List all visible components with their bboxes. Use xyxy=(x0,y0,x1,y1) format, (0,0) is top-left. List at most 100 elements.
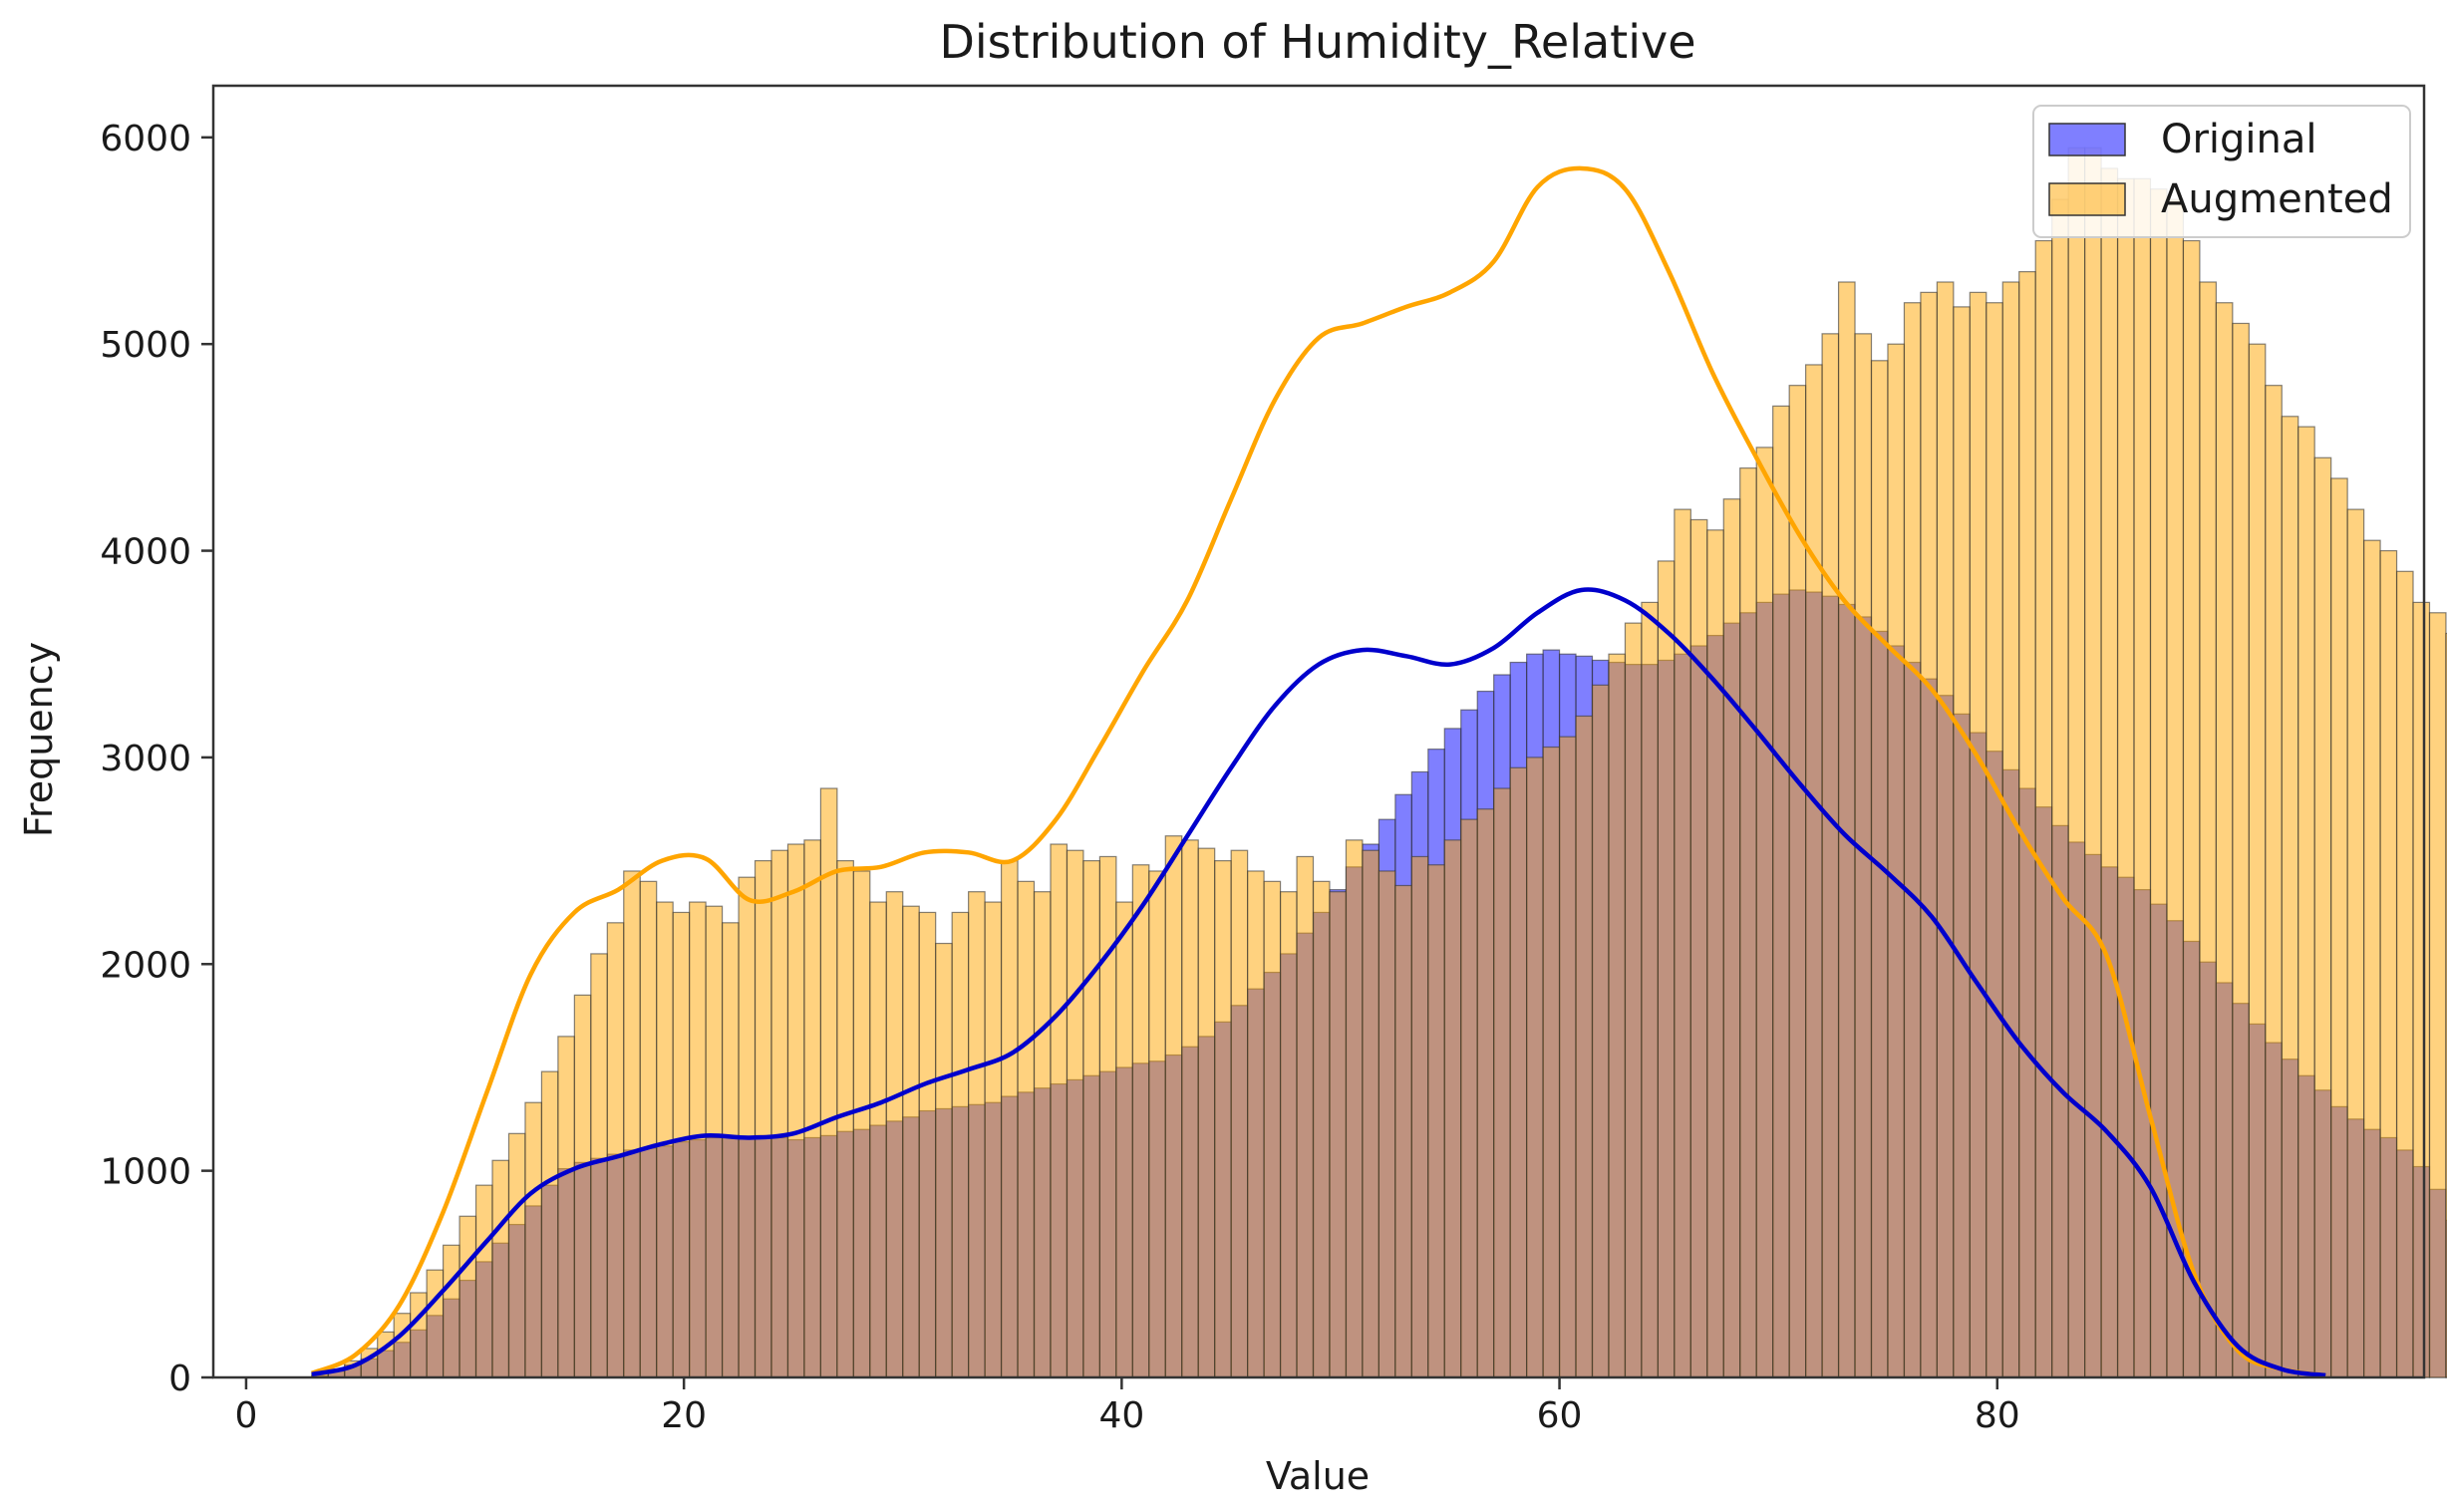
augmented-bar xyxy=(689,901,707,1378)
augmented-bar xyxy=(1722,498,1741,1378)
augmented-bar xyxy=(869,901,887,1378)
x-tick-label: 20 xyxy=(661,1395,707,1436)
augmented-bar xyxy=(557,1036,575,1378)
augmented-bar xyxy=(2215,302,2234,1378)
augmented-bar xyxy=(1296,855,1315,1378)
x-tick-label: 60 xyxy=(1537,1395,1583,1436)
augmented-bar xyxy=(1887,343,1906,1378)
augmented-bar xyxy=(2297,426,2315,1378)
y-tick-label: 3000 xyxy=(100,739,191,779)
augmented-bar xyxy=(1772,405,1790,1378)
augmented-bar xyxy=(507,1132,526,1378)
augmented-bar xyxy=(1558,736,1577,1378)
augmented-bar xyxy=(1493,787,1511,1378)
augmented-bar xyxy=(2067,147,2086,1378)
augmented-bar xyxy=(1263,880,1282,1378)
augmented-bar xyxy=(1821,333,1840,1378)
augmented-bar xyxy=(2265,385,2283,1378)
augmented-bar xyxy=(951,911,970,1378)
augmented-bar xyxy=(2034,239,2053,1378)
augmented-bar xyxy=(1509,766,1528,1378)
augmented-bar xyxy=(1689,518,1708,1378)
augmented-bar xyxy=(1230,849,1249,1378)
augmented-bar xyxy=(459,1215,477,1378)
original-kde-line xyxy=(311,587,2326,1378)
legend-label-augmented: Augmented xyxy=(2161,176,2393,222)
augmented-bar xyxy=(672,911,691,1378)
augmented-bar xyxy=(2166,198,2185,1378)
legend-swatch-original xyxy=(2048,123,2126,156)
augmented-bar xyxy=(623,870,641,1378)
y-tick-label: 1000 xyxy=(100,1152,191,1193)
augmented-bar xyxy=(1920,291,1938,1378)
augmented-bar xyxy=(738,876,757,1378)
augmented-bar xyxy=(1443,839,1462,1378)
x-tick-label: 40 xyxy=(1098,1395,1144,1436)
augmented-bar xyxy=(1377,870,1396,1378)
augmented-bar xyxy=(1476,808,1495,1378)
augmented-bar xyxy=(426,1269,445,1378)
augmented-bar xyxy=(1066,849,1084,1378)
augmented-bar xyxy=(1017,880,1036,1378)
augmented-bar xyxy=(754,859,772,1378)
x-tick-label: 80 xyxy=(1975,1395,2020,1436)
augmented-bar xyxy=(2199,281,2217,1378)
augmented-bar xyxy=(968,891,986,1378)
augmented-bar xyxy=(1575,715,1594,1378)
augmented-bar xyxy=(1641,601,1659,1378)
augmented-bar xyxy=(1969,291,1988,1378)
augmented-bar xyxy=(770,849,789,1378)
augmented-bar xyxy=(1657,560,1676,1378)
augmented-kde-line xyxy=(310,165,2326,1378)
augmented-bar xyxy=(1247,870,1265,1378)
augmented-bar xyxy=(2051,198,2069,1378)
augmented-bar xyxy=(2379,549,2398,1378)
augmented-bar xyxy=(393,1313,412,1378)
augmented-bar xyxy=(1903,302,1922,1378)
y-tick-label: 2000 xyxy=(100,945,191,986)
augmented-bar xyxy=(2445,632,2447,1378)
augmented-bar xyxy=(1033,891,1052,1378)
augmented-bar xyxy=(1279,891,1298,1378)
augmented-bar xyxy=(1460,818,1478,1378)
augmented-bar xyxy=(836,859,854,1378)
augmented-bar xyxy=(1706,529,1724,1378)
plot-frame xyxy=(211,84,2426,1379)
augmented-bar xyxy=(2281,416,2299,1378)
y-tick-label: 0 xyxy=(168,1359,191,1399)
augmented-bar xyxy=(1329,891,1348,1378)
augmented-bar xyxy=(1050,843,1069,1378)
augmented-bar xyxy=(1624,622,1643,1378)
chart-title: Distribution of Humidity_Relative xyxy=(939,15,1695,69)
augmented-bar xyxy=(786,843,805,1378)
augmented-bar xyxy=(2248,343,2267,1378)
augmented-bar xyxy=(606,922,625,1378)
augmented-bar xyxy=(1214,859,1232,1378)
augmented-bar xyxy=(902,905,920,1378)
augmented-bar xyxy=(2346,508,2365,1378)
kde-curves xyxy=(310,165,2326,1378)
augmented-bar xyxy=(1542,746,1561,1378)
augmented-bar xyxy=(1394,884,1412,1378)
augmented-bar xyxy=(1986,302,2003,1378)
augmented-bar xyxy=(2133,177,2152,1378)
augmented-bar xyxy=(1164,835,1183,1378)
augmented-bar xyxy=(1148,870,1166,1378)
augmented-bar xyxy=(2084,147,2102,1378)
augmented-bar xyxy=(1591,684,1610,1378)
augmented-bar xyxy=(803,839,821,1378)
augmented-bar xyxy=(721,922,740,1378)
augmented-bar xyxy=(2182,239,2201,1378)
augmented-bar xyxy=(984,901,1003,1378)
augmented-bar xyxy=(705,905,724,1378)
augmented-bar xyxy=(1197,847,1216,1378)
augmented-bar xyxy=(1181,839,1199,1378)
axes: 0 20 40 60 80 0 1000 2000 3000 4000 5000 6000 xyxy=(100,84,2426,1436)
augmented-bar xyxy=(573,994,592,1378)
x-tick-label: 0 xyxy=(234,1395,257,1436)
augmented-bar xyxy=(2100,167,2119,1378)
legend-frame xyxy=(2032,105,2411,238)
augmented-bar xyxy=(1608,653,1627,1378)
augmented-bar xyxy=(935,942,953,1378)
